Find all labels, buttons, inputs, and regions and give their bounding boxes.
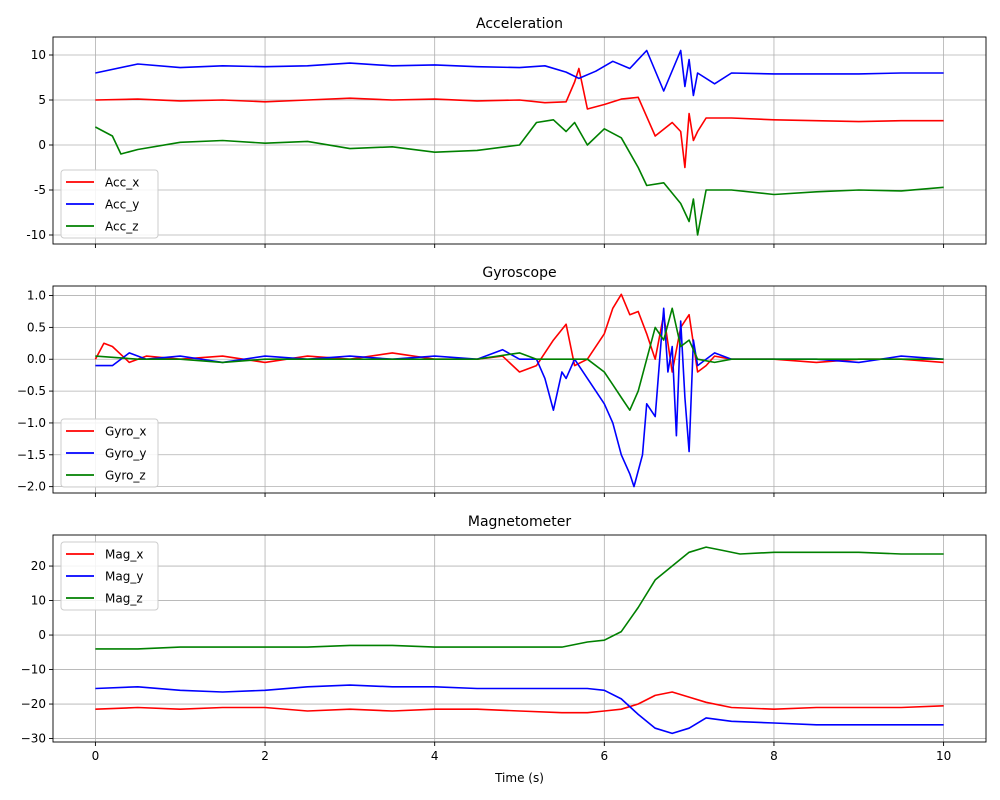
series-line-Gyro_x xyxy=(94,293,944,373)
y-tick-label: 20 xyxy=(31,559,46,573)
series-group xyxy=(95,49,944,236)
legend-label: Mag_z xyxy=(105,592,143,606)
x-tick-label: 10 xyxy=(936,749,951,763)
series-line-Acc_x xyxy=(95,67,944,169)
legend-label: Acc_y xyxy=(105,198,139,212)
y-tick-label: −30 xyxy=(21,732,46,746)
series-line-Mag_y xyxy=(95,684,944,735)
legend-label: Mag_x xyxy=(105,548,143,562)
legend: Acc_x Acc_y Acc_z xyxy=(60,169,159,239)
series-line-Mag_z xyxy=(95,546,944,650)
subplot: 0 2 4 6 8 10 −30 −20 −10 0 10 20 Magnetometer Time (s… xyxy=(21,514,987,785)
legend: Gyro_x Gyro_y Gyro_z xyxy=(60,418,159,488)
subplot: -10 -5 0 5 10 Acceleration Acc_x Acc_y Acc_z xyxy=(26,16,987,248)
series-line-Gyro_z xyxy=(95,307,944,412)
axes-frame xyxy=(52,36,987,245)
y-tick-label: 5 xyxy=(38,93,46,107)
series-group xyxy=(94,293,944,488)
x-axis-label: Time (s) xyxy=(494,771,544,785)
y-tick-label: −10 xyxy=(21,663,46,677)
axes-frame xyxy=(52,534,987,743)
x-tick-label: 4 xyxy=(431,749,439,763)
subplot-title: Gyroscope xyxy=(482,265,556,281)
y-tick-label: −1.5 xyxy=(17,448,46,462)
axes-frame xyxy=(52,285,987,494)
y-tick-label: −1.0 xyxy=(17,416,46,430)
series-group xyxy=(95,546,944,735)
y-tick-label: 10 xyxy=(31,594,46,608)
legend-box xyxy=(60,418,159,488)
subplot: −2.0 −1.5 −1.0 −0.5 0.0 0.5 1.0 Gyroscope Gyro_x… xyxy=(17,265,987,497)
y-tick-label: −0.5 xyxy=(17,384,46,398)
legend-label: Gyro_y xyxy=(105,447,147,461)
y-tick-label: 0 xyxy=(38,628,46,642)
legend: Mag_x Mag_y Mag_z xyxy=(60,541,159,611)
legend-box xyxy=(60,541,159,611)
series-line-Acc_z xyxy=(95,119,944,236)
y-tick-label: −20 xyxy=(21,697,46,711)
x-tick-label: 2 xyxy=(261,749,269,763)
y-tick-label: −2.0 xyxy=(17,480,46,494)
y-tick-label: 0 xyxy=(38,138,46,152)
legend-label: Mag_y xyxy=(105,570,143,584)
y-tick-label: -5 xyxy=(34,183,46,197)
legend-label: Gyro_z xyxy=(105,469,146,483)
legend-label: Acc_x xyxy=(105,176,139,190)
series-line-Gyro_y xyxy=(95,307,944,488)
y-tick-label: 0.5 xyxy=(27,320,46,334)
subplot-title: Acceleration xyxy=(476,16,563,32)
legend-box xyxy=(60,169,159,239)
subplot-title: Magnetometer xyxy=(468,514,571,530)
y-tick-label: 0.0 xyxy=(27,352,46,366)
x-tick-label: 0 xyxy=(92,749,100,763)
x-tick-label: 6 xyxy=(600,749,608,763)
y-tick-label: 10 xyxy=(31,48,46,62)
x-tick-label: 8 xyxy=(770,749,778,763)
y-tick-label: 1.0 xyxy=(27,289,46,303)
legend-label: Acc_z xyxy=(105,220,139,234)
series-line-Acc_y xyxy=(95,49,944,97)
legend-label: Gyro_x xyxy=(105,425,147,439)
series-line-Mag_x xyxy=(95,691,944,714)
y-tick-label: -10 xyxy=(26,228,46,242)
